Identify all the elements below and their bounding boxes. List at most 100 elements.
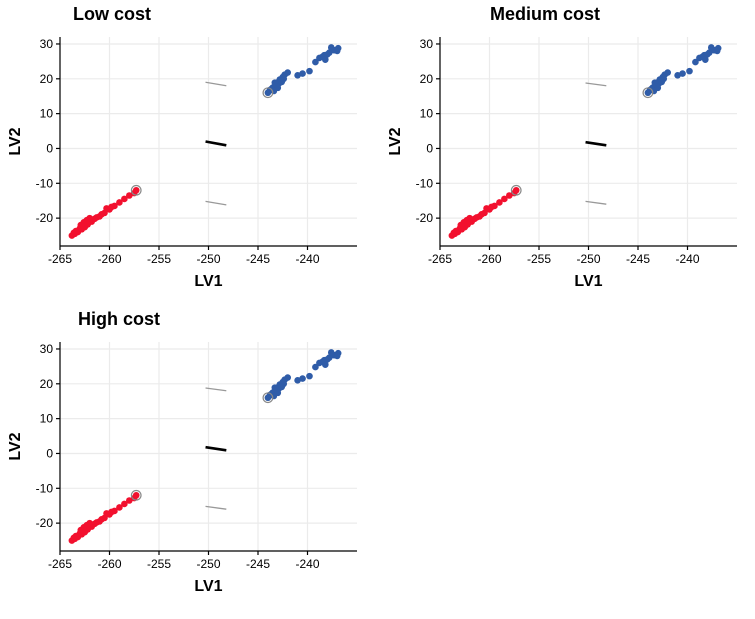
data-point: [452, 227, 460, 235]
data-point: [322, 56, 329, 63]
data-point: [93, 519, 100, 526]
data-point: [72, 532, 80, 540]
x-tick-label: -240: [295, 557, 319, 571]
data-point: [116, 199, 123, 206]
data-point: [274, 389, 282, 397]
x-tick-label: -265: [48, 557, 72, 571]
x-tick-label: -240: [675, 252, 699, 266]
data-point: [702, 56, 709, 63]
data-point: [98, 211, 105, 218]
x-axis-title: LV1: [194, 578, 222, 595]
data-point: [713, 47, 721, 55]
data-point: [512, 186, 520, 194]
data-point: [674, 72, 681, 79]
x-tick-label: -265: [48, 252, 72, 266]
y-tick-label: 10: [420, 107, 434, 121]
y-tick-label: -10: [36, 481, 54, 495]
x-tick-label: -245: [246, 557, 270, 571]
data-point: [327, 44, 335, 51]
x-tick-label: -255: [147, 557, 171, 571]
scatter-plot-medium-cost: -265 -260 -255 -250 -245 -240 -20 -10 0 10 20 30 LV1…: [387, 37, 737, 290]
center-line-segment: [205, 445, 227, 452]
y-tick-label: 0: [46, 446, 53, 460]
highlighted-point-ring: [642, 87, 654, 99]
data-point: [654, 84, 662, 92]
data-point: [692, 58, 699, 66]
y-tick-label: -20: [36, 211, 54, 225]
y-tick-label: 30: [40, 37, 54, 51]
data-point: [306, 372, 313, 380]
data-point: [322, 361, 329, 368]
y-tick-label: 0: [426, 141, 433, 155]
data-point: [116, 504, 123, 511]
y-axis-title: LV2: [387, 127, 404, 155]
highlighted-point-ring: [262, 392, 274, 404]
data-point: [457, 221, 465, 229]
y-tick-label: 20: [420, 72, 434, 86]
data-point: [306, 67, 313, 75]
y-tick-label: 10: [40, 412, 54, 426]
data-point: [83, 521, 91, 529]
data-point: [108, 203, 115, 211]
scatter-plot-low-cost: -265 -260 -255 -250 -245 -240 -20 -10 0 10 20 30 LV1…: [7, 37, 357, 290]
data-point: [132, 491, 140, 499]
y-axis-title: LV2: [7, 432, 24, 460]
data-point: [333, 352, 341, 360]
data-point: [132, 186, 140, 194]
data-point: [299, 375, 306, 382]
x-tick-label: -245: [246, 252, 270, 266]
y-tick-label: 30: [40, 342, 54, 356]
data-point: [274, 84, 282, 92]
bound-line-segment: [205, 200, 227, 206]
data-point: [294, 377, 301, 384]
bound-line-segment: [205, 505, 227, 510]
highlighted-point-ring: [510, 184, 522, 196]
x-tick-label: -250: [196, 252, 220, 266]
data-point: [312, 363, 319, 371]
data-point: [299, 70, 306, 77]
data-point: [496, 199, 503, 206]
center-line-segment: [205, 140, 227, 147]
x-tick-label: -250: [576, 252, 600, 266]
data-point: [77, 221, 85, 229]
bound-line-segment: [585, 82, 607, 87]
data-point: [506, 192, 513, 199]
data-point: [284, 69, 292, 76]
highlighted-point-ring: [130, 184, 142, 196]
bound-line-segment: [205, 387, 227, 392]
data-point: [686, 67, 693, 75]
chart-panel-low-cost: Low cost -265 -260 -255 -250 -245 -240 -20 -10 0…: [0, 0, 378, 300]
x-tick-label: -260: [477, 252, 501, 266]
data-point: [679, 70, 686, 77]
data-point: [664, 69, 671, 76]
data-point: [103, 205, 110, 212]
data-point: [707, 44, 715, 51]
data-point: [126, 497, 133, 504]
data-point: [108, 508, 115, 516]
data-point: [271, 384, 279, 391]
y-tick-label: 20: [40, 377, 54, 391]
data-point: [121, 195, 128, 203]
data-point: [126, 192, 133, 199]
data-point: [98, 516, 105, 523]
y-tick-label: 10: [40, 107, 54, 121]
data-point: [658, 78, 666, 86]
data-point: [473, 214, 480, 221]
x-axis-title: LV1: [194, 273, 222, 290]
x-axis-title: LV1: [574, 273, 602, 290]
data-point: [312, 58, 319, 66]
data-point: [103, 510, 110, 517]
y-tick-label: -10: [416, 176, 434, 190]
data-point: [478, 211, 485, 218]
bound-line-segment: [205, 81, 227, 87]
y-tick-label: -20: [36, 516, 54, 530]
data-point: [483, 205, 490, 212]
x-tick-label: -255: [147, 252, 171, 266]
data-point: [93, 214, 100, 221]
data-point: [327, 349, 335, 356]
x-tick-label: -260: [97, 557, 121, 571]
x-tick-label: -245: [626, 252, 650, 266]
data-point: [463, 216, 471, 224]
data-point: [294, 72, 301, 79]
data-point: [488, 203, 495, 211]
